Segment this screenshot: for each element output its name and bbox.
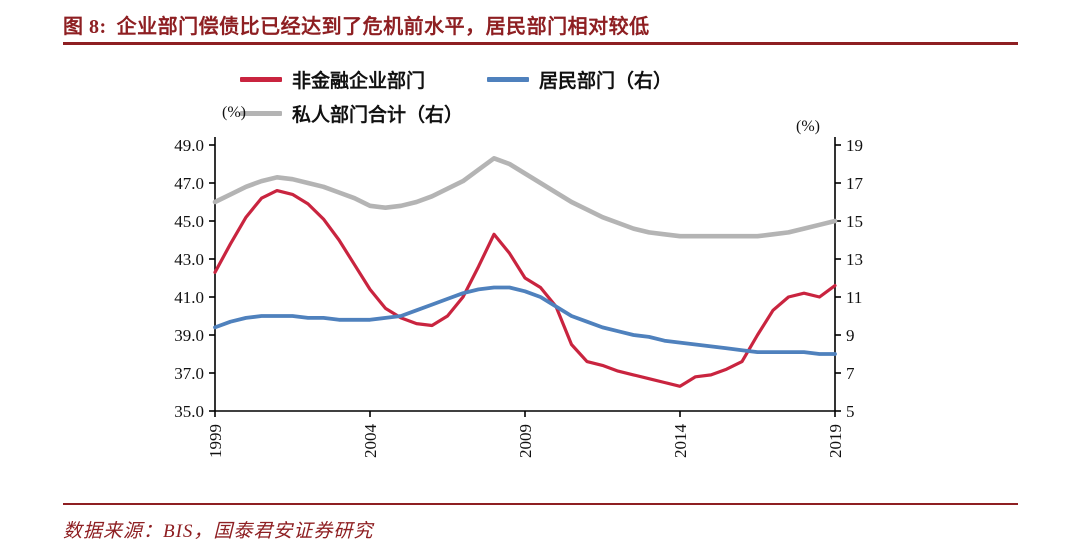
left-axis-unit: (%) xyxy=(222,104,246,121)
left-tick-label: 47.0 xyxy=(174,174,204,193)
series-line-1 xyxy=(213,285,837,356)
chart-area: 35.0 37.0 39.0 41.0 43.0 45.0 47.0 49.0 5 7 9 11 13 1… xyxy=(150,128,910,483)
title-divider xyxy=(63,42,1018,45)
left-tick-label: 45.0 xyxy=(174,212,204,231)
left-tick-label: 37.0 xyxy=(174,364,204,383)
right-tick-label: 5 xyxy=(846,402,855,421)
x-tick-label: 2019 xyxy=(826,424,845,458)
x-tick-label: 1999 xyxy=(206,424,225,458)
left-tick-label: 43.0 xyxy=(174,250,204,269)
legend-row-2: 私人部门合计（右） xyxy=(240,96,734,130)
legend-item-household: 居民部门（右） xyxy=(487,66,672,93)
series-line-0 xyxy=(213,188,837,388)
private-total-line-marker xyxy=(240,110,282,116)
x-tick-label: 2004 xyxy=(361,424,380,459)
left-tick-label: 41.0 xyxy=(174,288,204,307)
right-tick-label: 17 xyxy=(846,174,864,193)
right-tick-label: 9 xyxy=(846,326,855,345)
right-tick-label: 7 xyxy=(846,364,855,383)
figure-title: 图 8: 企业部门偿债比已经达到了危机前水平，居民部门相对较低 xyxy=(63,10,1018,39)
figure-title-text: 企业部门偿债比已经达到了危机前水平，居民部门相对较低 xyxy=(116,16,650,38)
right-tick-label: 13 xyxy=(846,250,863,269)
legend-item-corporate: 非金融企业部门 xyxy=(240,66,425,93)
footer-divider xyxy=(63,503,1018,505)
left-tick-label: 35.0 xyxy=(174,402,204,421)
x-tick-label: 2014 xyxy=(671,424,690,459)
series-line-2 xyxy=(212,155,838,239)
corporate-line-marker xyxy=(240,76,282,82)
x-tick-label: 2009 xyxy=(516,424,535,458)
legend-row-1: 非金融企业部门 居民部门（右） xyxy=(240,62,734,96)
legend-item-private-total: 私人部门合计（右） xyxy=(240,100,463,127)
right-tick-label: 15 xyxy=(846,212,863,231)
chart-svg: 35.0 37.0 39.0 41.0 43.0 45.0 47.0 49.0 5 7 9 11 13 1… xyxy=(174,136,864,459)
right-tick-label: 11 xyxy=(846,288,862,307)
legend-label-corporate: 非金融企业部门 xyxy=(292,70,426,92)
chart-legend: 非金融企业部门 居民部门（右） 私人部门合计（右） xyxy=(240,62,734,130)
data-source: 数据来源：BIS，国泰君安证券研究 xyxy=(63,521,374,542)
household-line-marker xyxy=(487,76,530,82)
left-tick-label: 39.0 xyxy=(174,326,204,345)
legend-label-household: 居民部门（右） xyxy=(539,70,673,92)
right-tick-label: 19 xyxy=(846,136,863,155)
figure-number-label: 图 8: xyxy=(63,16,107,38)
legend-label-private-total: 私人部门合计（右） xyxy=(292,104,464,126)
left-tick-label: 49.0 xyxy=(174,136,204,155)
right-axis-unit: (%) xyxy=(796,118,820,135)
